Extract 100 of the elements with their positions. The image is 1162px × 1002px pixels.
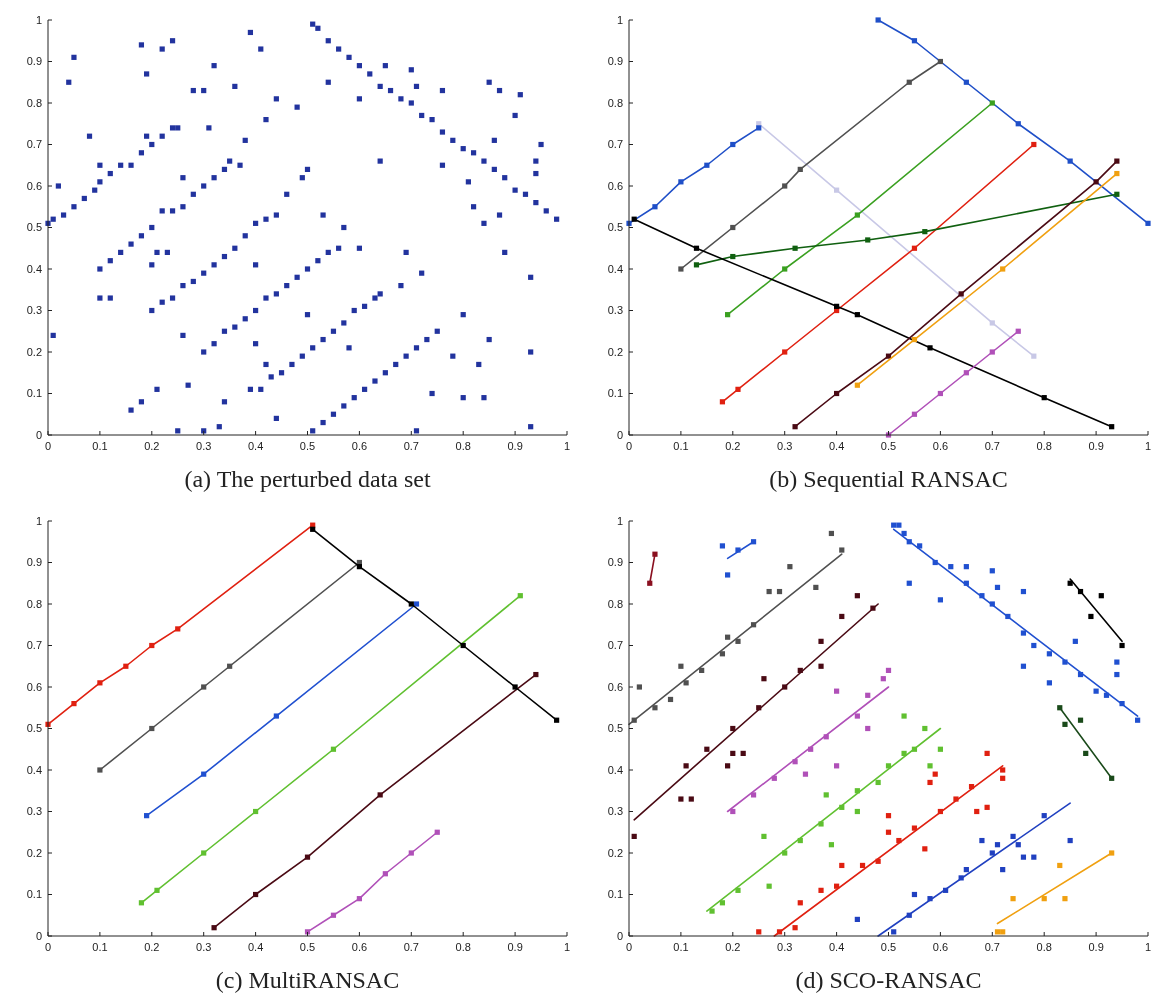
point bbox=[906, 79, 912, 85]
y-tick-label: 0 bbox=[616, 929, 623, 942]
y-tick-label: 0.1 bbox=[26, 387, 42, 400]
y-tick-label: 0.8 bbox=[26, 597, 42, 610]
point bbox=[71, 701, 77, 707]
point bbox=[1031, 642, 1037, 649]
y-tick-label: 0.6 bbox=[607, 680, 623, 693]
point bbox=[776, 588, 783, 595]
point bbox=[911, 38, 918, 44]
point bbox=[1119, 701, 1125, 707]
point bbox=[201, 850, 207, 856]
point bbox=[154, 887, 160, 893]
point bbox=[740, 750, 746, 756]
point bbox=[460, 642, 466, 649]
x-tick-label: 0 bbox=[625, 440, 633, 452]
point bbox=[647, 580, 653, 586]
point bbox=[652, 204, 658, 210]
point bbox=[901, 750, 907, 756]
x-tick-label: 0.8 bbox=[1036, 440, 1052, 452]
point bbox=[911, 245, 918, 251]
y-tick-label: 0.1 bbox=[607, 888, 623, 901]
point bbox=[818, 887, 824, 893]
point bbox=[704, 162, 710, 168]
point bbox=[953, 796, 959, 802]
point bbox=[730, 725, 736, 732]
point bbox=[1010, 833, 1016, 839]
y-tick-label: 0.2 bbox=[607, 846, 623, 859]
point bbox=[631, 717, 637, 723]
point bbox=[911, 336, 918, 343]
point bbox=[1057, 705, 1063, 711]
y-tick-label: 0.6 bbox=[26, 179, 42, 192]
point bbox=[922, 229, 928, 235]
x-tick-label: 0.7 bbox=[984, 440, 1000, 452]
point bbox=[813, 584, 819, 590]
point bbox=[1145, 220, 1151, 226]
point bbox=[823, 734, 829, 740]
point bbox=[1093, 688, 1099, 694]
point bbox=[989, 601, 995, 607]
y-tick-label: 0 bbox=[35, 929, 42, 942]
point bbox=[735, 386, 741, 392]
point bbox=[854, 788, 860, 794]
x-tick-label: 0.2 bbox=[144, 440, 160, 452]
point bbox=[149, 642, 155, 649]
point bbox=[901, 530, 907, 537]
point bbox=[1062, 721, 1068, 727]
y-tick-label: 1 bbox=[35, 13, 42, 26]
point bbox=[652, 551, 658, 557]
point bbox=[927, 779, 933, 786]
point bbox=[211, 925, 217, 931]
y-tick-label: 0.2 bbox=[607, 345, 623, 358]
point bbox=[834, 303, 840, 309]
x-tick-label: 0.1 bbox=[92, 440, 108, 452]
x-tick-label: 0.5 bbox=[299, 941, 316, 953]
point bbox=[683, 680, 689, 686]
y-tick-label: 0.1 bbox=[26, 888, 42, 901]
x-tick-label: 0.1 bbox=[673, 941, 689, 953]
point bbox=[1031, 854, 1037, 860]
point bbox=[704, 746, 710, 752]
point bbox=[1114, 671, 1120, 678]
point bbox=[963, 370, 969, 376]
point bbox=[377, 792, 383, 798]
point bbox=[922, 846, 928, 852]
point bbox=[797, 837, 803, 844]
point bbox=[839, 613, 845, 620]
point bbox=[512, 684, 518, 690]
point bbox=[735, 638, 741, 644]
x-tick-label: 1 bbox=[1144, 941, 1152, 953]
point bbox=[782, 850, 788, 856]
y-tick-label: 0.4 bbox=[607, 262, 623, 275]
point bbox=[1010, 896, 1016, 902]
point bbox=[1020, 630, 1027, 636]
point bbox=[958, 875, 964, 881]
point bbox=[1015, 328, 1021, 334]
point bbox=[865, 725, 871, 732]
point bbox=[979, 593, 985, 599]
x-tick-label: 0.3 bbox=[196, 941, 212, 953]
y-tick-label: 0.5 bbox=[607, 221, 623, 234]
y-tick-label: 0.7 bbox=[607, 138, 623, 151]
y-tick-label: 0.7 bbox=[607, 639, 623, 652]
point bbox=[776, 929, 783, 935]
point bbox=[730, 224, 736, 231]
point bbox=[1067, 158, 1073, 164]
point bbox=[636, 684, 642, 690]
point bbox=[688, 796, 694, 802]
y-tick-label: 0.8 bbox=[607, 96, 623, 109]
point bbox=[1067, 580, 1073, 586]
point bbox=[937, 597, 943, 603]
text: (b) Sequential RANSAC bbox=[769, 466, 1008, 492]
point bbox=[750, 622, 757, 628]
point bbox=[865, 237, 871, 243]
point bbox=[1109, 775, 1115, 781]
y-tick-label: 0.3 bbox=[607, 304, 623, 317]
point bbox=[854, 212, 860, 218]
point bbox=[828, 842, 835, 848]
point bbox=[994, 842, 1001, 848]
point bbox=[1005, 613, 1011, 620]
point bbox=[1088, 613, 1094, 620]
point bbox=[870, 605, 876, 611]
point bbox=[201, 771, 207, 777]
point bbox=[932, 771, 938, 777]
